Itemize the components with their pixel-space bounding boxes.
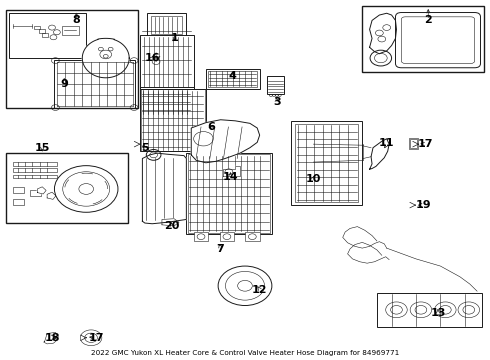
Bar <box>34 26 40 30</box>
Bar <box>5 10 138 108</box>
Bar <box>39 30 45 33</box>
Bar <box>267 76 284 94</box>
Bar <box>54 60 135 108</box>
Bar <box>140 87 194 116</box>
Polygon shape <box>369 139 389 169</box>
Bar <box>30 190 41 196</box>
Polygon shape <box>369 13 396 54</box>
Circle shape <box>218 266 272 306</box>
Polygon shape <box>223 166 240 176</box>
Bar <box>410 139 417 148</box>
Polygon shape <box>82 39 129 78</box>
Bar <box>9 13 86 58</box>
Text: 16: 16 <box>145 53 160 63</box>
Text: 2022 GMC Yukon XL Heater Core & Control Valve Heater Hose Diagram for 84969771: 2022 GMC Yukon XL Heater Core & Control … <box>91 350 399 356</box>
Bar <box>13 187 24 193</box>
Circle shape <box>54 166 118 212</box>
Text: 15: 15 <box>34 143 50 153</box>
Text: 10: 10 <box>306 174 321 184</box>
Bar <box>292 121 362 205</box>
Bar <box>141 89 205 150</box>
Bar <box>220 232 234 241</box>
Text: 2: 2 <box>424 15 432 26</box>
Polygon shape <box>44 332 58 344</box>
Polygon shape <box>143 153 186 224</box>
Bar <box>62 26 79 35</box>
Bar <box>140 89 206 151</box>
Bar <box>362 6 485 72</box>
Bar <box>208 71 257 87</box>
Text: 14: 14 <box>222 172 238 182</box>
Text: 17: 17 <box>418 139 434 149</box>
Bar <box>188 154 270 233</box>
Polygon shape <box>162 219 179 226</box>
Bar <box>377 293 482 327</box>
Text: 20: 20 <box>164 221 179 230</box>
Text: 11: 11 <box>379 139 394 148</box>
Bar <box>13 162 57 166</box>
Bar <box>151 16 182 34</box>
Text: 13: 13 <box>430 309 446 318</box>
Bar <box>5 153 128 223</box>
Text: 4: 4 <box>229 71 237 81</box>
Polygon shape <box>47 192 56 199</box>
Bar <box>186 153 272 234</box>
Bar <box>147 13 186 37</box>
Bar <box>409 138 418 149</box>
Bar <box>42 33 48 37</box>
Text: 3: 3 <box>273 97 281 107</box>
Bar <box>13 168 57 172</box>
Bar <box>140 35 194 89</box>
Polygon shape <box>37 187 46 194</box>
Polygon shape <box>191 120 260 163</box>
Text: 5: 5 <box>141 143 148 153</box>
Bar <box>206 69 260 89</box>
Text: 8: 8 <box>73 15 80 26</box>
Text: 18: 18 <box>44 333 60 343</box>
Bar <box>245 232 260 241</box>
Bar <box>295 124 358 202</box>
Text: 12: 12 <box>252 285 268 295</box>
Text: 19: 19 <box>416 200 431 210</box>
Bar <box>13 175 57 178</box>
Text: 6: 6 <box>207 122 215 132</box>
Text: 9: 9 <box>60 79 68 89</box>
Text: 1: 1 <box>171 33 178 43</box>
Bar <box>194 232 208 241</box>
Bar <box>13 199 24 205</box>
Text: 17: 17 <box>88 333 104 343</box>
Text: 7: 7 <box>217 244 224 254</box>
